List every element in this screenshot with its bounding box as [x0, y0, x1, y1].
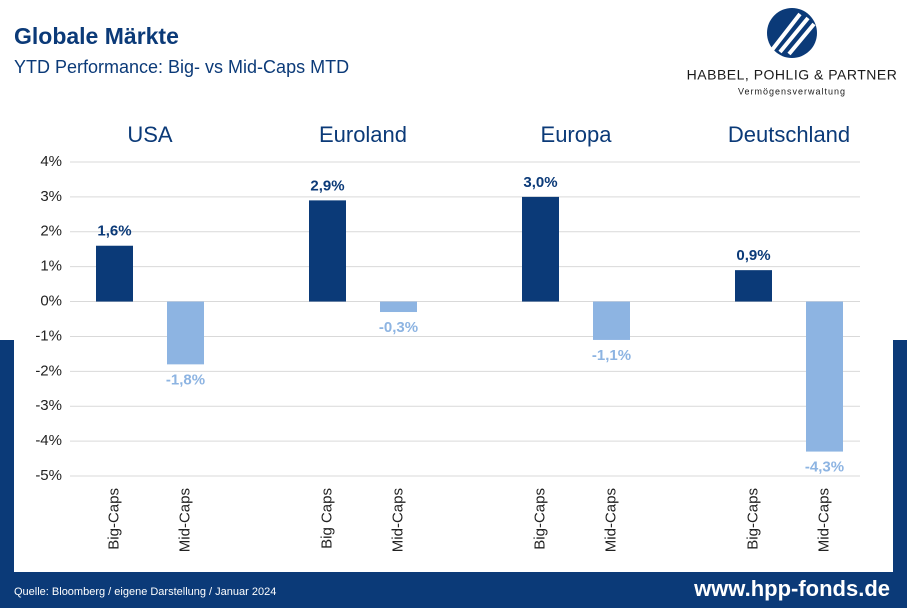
value-label: 1,6% [97, 223, 131, 240]
x-tick-label: Big-Caps [531, 488, 548, 550]
value-label: 0,9% [736, 247, 770, 264]
x-tick-label: Big-Caps [105, 488, 122, 550]
y-tick-label: 0% [40, 293, 62, 310]
bar [593, 301, 630, 340]
x-tick-label: Big Caps [318, 488, 335, 549]
group-label: USA [127, 122, 173, 147]
bar [167, 301, 204, 365]
y-tick-label: -5% [35, 467, 62, 484]
group-label: Deutschland [728, 122, 850, 147]
bar [806, 301, 843, 452]
logo-tagline: Vermögensverwaltung [738, 86, 846, 96]
x-tick-label: Mid-Caps [176, 488, 193, 552]
bar [309, 200, 346, 302]
value-label: -0,3% [379, 319, 418, 336]
subtitle: YTD Performance: Big- vs Mid-Caps MTD [14, 57, 349, 77]
y-tick-label: 2% [40, 223, 62, 240]
bar [735, 270, 772, 302]
x-tick-label: Mid-Caps [389, 488, 406, 552]
x-tick-label: Big-Caps [744, 488, 761, 550]
bar [522, 196, 559, 302]
y-tick-label: -4% [35, 432, 62, 449]
y-tick-label: -2% [35, 362, 62, 379]
website: www.hpp-fonds.de [693, 576, 890, 601]
bar [96, 245, 133, 302]
y-tick-label: 3% [40, 188, 62, 205]
value-label: 2,9% [310, 177, 344, 194]
y-tick-label: 1% [40, 258, 62, 275]
logo: HABBEL, POHLIG & PARTNER Vermögensverwal… [687, 8, 898, 96]
y-tick-label: -1% [35, 327, 62, 344]
bar [380, 301, 417, 313]
value-label: 3,0% [523, 174, 557, 191]
y-tick-label: 4% [40, 153, 62, 170]
logo-name: HABBEL, POHLIG & PARTNER [687, 67, 898, 83]
logo-stripes [770, 12, 816, 56]
value-label: -4,3% [805, 459, 844, 476]
title: Globale Märkte [14, 23, 179, 49]
value-label: -1,1% [592, 347, 631, 364]
group-label: Europa [541, 122, 613, 147]
y-tick-label: -3% [35, 397, 62, 414]
x-tick-label: Mid-Caps [815, 488, 832, 552]
group-label: Euroland [319, 122, 407, 147]
source: Quelle: Bloomberg / eigene Darstellung /… [14, 586, 276, 598]
value-label: -1,8% [166, 371, 205, 388]
x-tick-label: Mid-Caps [602, 488, 619, 552]
